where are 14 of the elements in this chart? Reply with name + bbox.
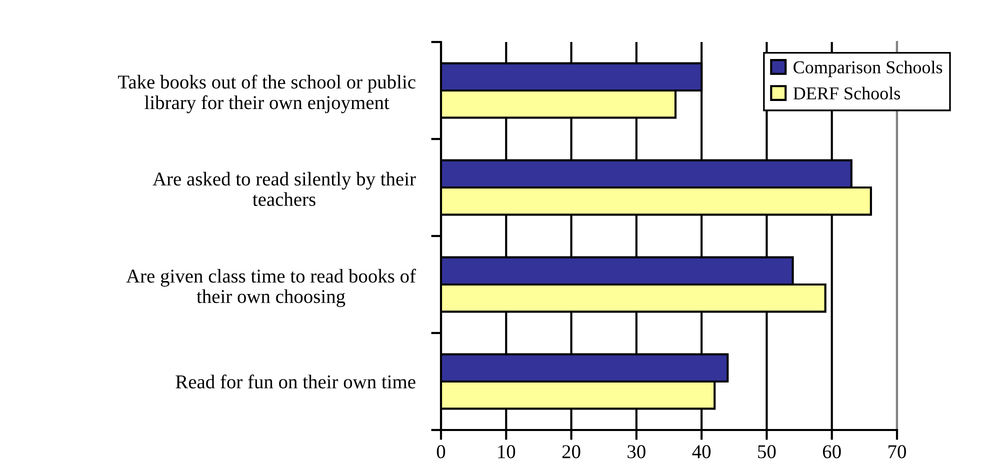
- x-tick-label: 0: [436, 445, 446, 458]
- x-tick-label: 70: [888, 445, 906, 458]
- x-tick-label: 60: [822, 445, 841, 458]
- legend-label: DERF Schools: [793, 86, 900, 100]
- x-tick-label: 20: [562, 445, 580, 458]
- y-tick-label: Take books out of the school or public library for their own enjoyment: [118, 74, 416, 114]
- x-tick-label: 50: [758, 445, 776, 458]
- x-tick-label: 30: [628, 445, 646, 458]
- y-tick-label: Read for fun on their own time: [176, 374, 416, 388]
- x-tick-label: 10: [498, 445, 516, 458]
- legend-label: Comparison Schools: [794, 60, 942, 78]
- y-tick-label: Are asked to read silently by their teachers: [152, 172, 416, 206]
- x-tick-label: 40: [692, 445, 711, 458]
- y-tick-label: Are given class time to read books of their own choosing: [126, 268, 416, 308]
